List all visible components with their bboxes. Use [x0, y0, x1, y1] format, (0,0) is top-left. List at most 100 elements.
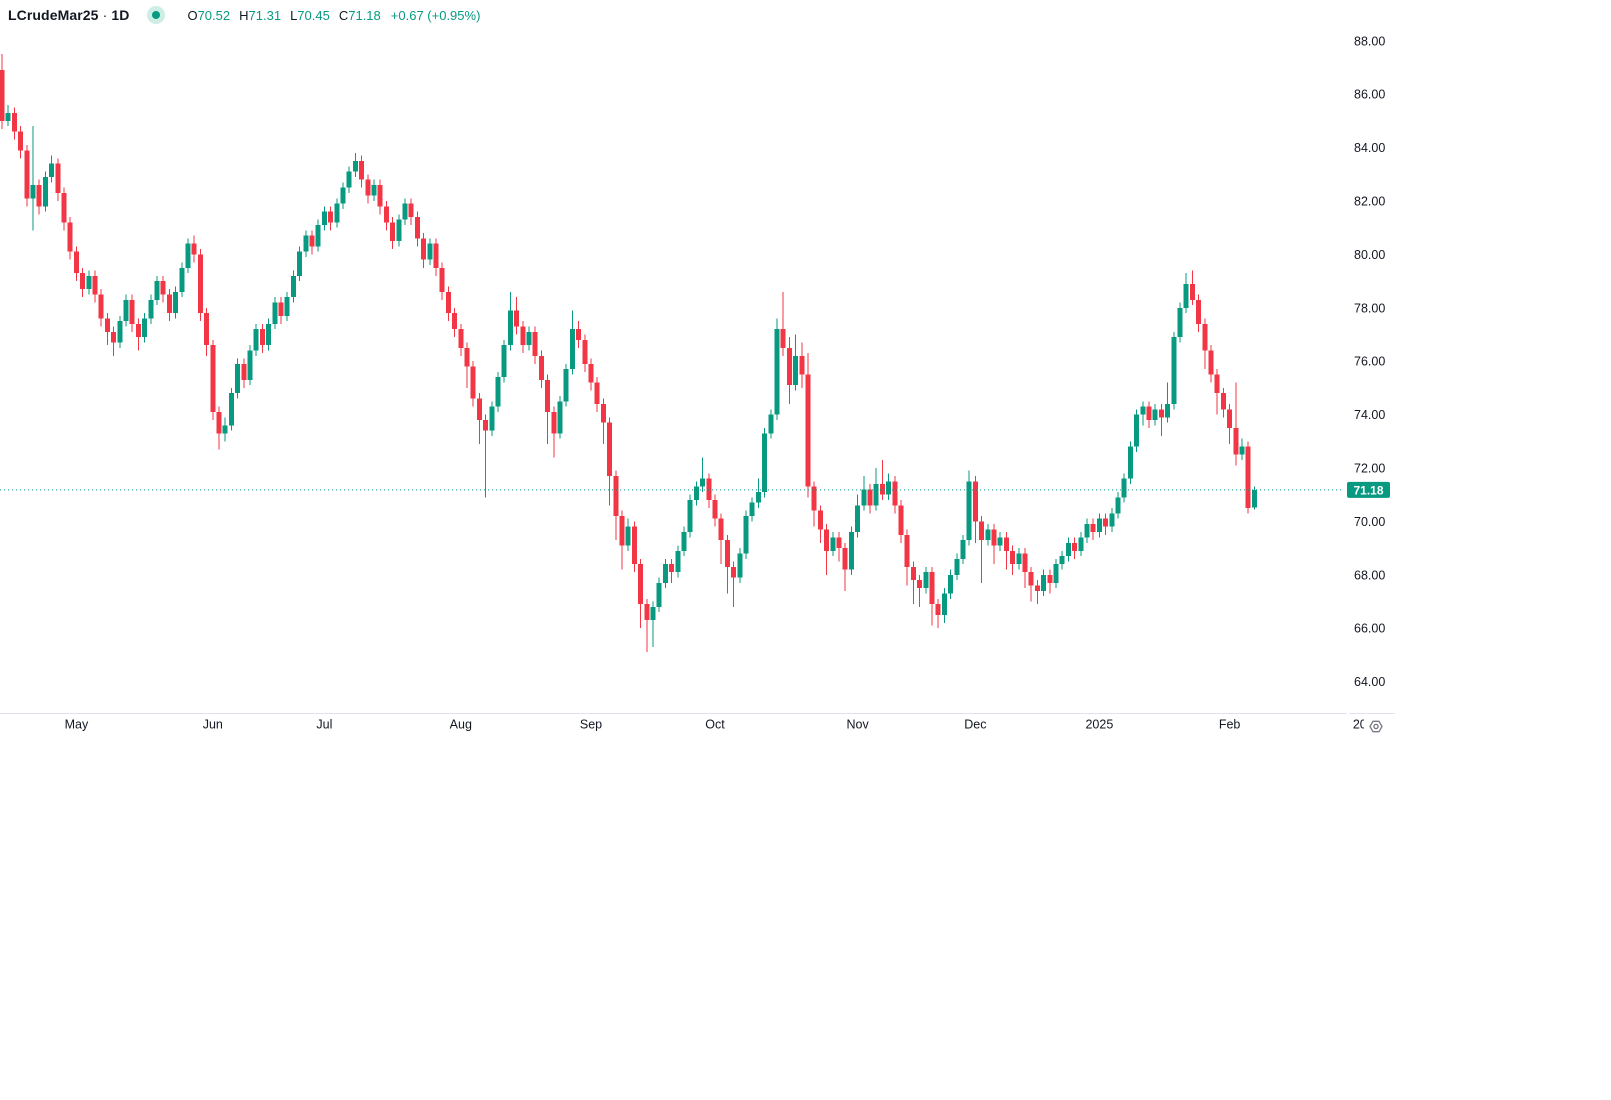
candle-body-up: [563, 369, 569, 402]
candle-body-down: [160, 281, 166, 295]
candle-body-down: [917, 580, 923, 589]
last-price-tag: 71.18: [1347, 481, 1390, 498]
candle-body-down: [731, 566, 737, 578]
symbol-title[interactable]: LCrudeMar25 · 1D: [8, 7, 129, 23]
candle-body-down: [613, 476, 619, 517]
time-axis-label: Jul: [316, 718, 332, 732]
low-value: 70.45: [297, 7, 330, 23]
time-axis-label: Nov: [846, 718, 869, 732]
time-axis[interactable]: May Jun Jul Aug Sep Oct Nov Dec 2025 Feb 20: [65, 718, 1367, 732]
candle-body-up: [1053, 564, 1059, 583]
candle-body-down: [594, 382, 600, 404]
price-axis[interactable]: 88.00 86.00 84.00 82.00 80.00 78.00 76.00 74.00…: [1354, 34, 1385, 689]
candle-body-up: [1177, 307, 1183, 338]
candles-layer[interactable]: [0, 54, 1257, 653]
price-axis-label: 74.00: [1354, 408, 1385, 422]
candle-body-up: [340, 187, 346, 204]
last-price-tag-bg: [1347, 481, 1390, 498]
candle-body-down: [390, 222, 396, 242]
candle-body-up: [662, 564, 668, 583]
price-axis-label: 76.00: [1354, 355, 1385, 369]
candle-body-down: [1090, 524, 1096, 533]
axis-settings-gear-icon[interactable]: [1369, 720, 1383, 733]
high-value: 71.31: [248, 7, 282, 23]
candle-body-up: [1065, 542, 1071, 557]
market-status-button[interactable]: [147, 6, 166, 24]
price-axis-label: 78.00: [1354, 301, 1385, 315]
candle-body-up: [625, 526, 631, 546]
candle-body-down: [718, 518, 724, 541]
candle-body-down: [799, 355, 805, 375]
candle-body-up: [1134, 414, 1140, 447]
candle-body-down: [1202, 323, 1208, 351]
candle-body-down: [104, 318, 110, 332]
candle-body-up: [501, 345, 507, 378]
candle-body-down: [904, 534, 910, 567]
price-axis-label: 88.00: [1354, 34, 1385, 48]
candle-body-down: [80, 273, 86, 290]
candle-body-up: [1115, 497, 1121, 514]
candle-body-up: [1041, 574, 1047, 591]
candle-body-up: [793, 355, 799, 386]
candle-body-up: [179, 267, 185, 292]
candle-body-down: [514, 310, 520, 327]
candle-body-up: [675, 550, 681, 573]
candle-body-up: [861, 489, 867, 506]
candle-body-down: [780, 329, 786, 348]
candle-body-down: [991, 529, 997, 546]
candle-body-up: [222, 425, 228, 434]
candle-body-up: [966, 481, 972, 541]
candle-body-up: [235, 363, 241, 394]
candle-body-down: [545, 379, 551, 412]
candle-body-up: [873, 484, 879, 506]
candle-body-up: [1084, 524, 1090, 538]
candle-body-up: [148, 299, 154, 319]
candle-body-up: [371, 184, 377, 196]
candle-body-up: [297, 251, 303, 276]
candle-body-down: [1208, 350, 1214, 375]
candle-body-up: [774, 329, 780, 415]
candle-body-up: [1109, 513, 1115, 527]
candle-body-up: [321, 211, 327, 226]
candle-body-up: [762, 433, 768, 493]
candle-body-up: [1251, 489, 1257, 508]
price-axis-label: 80.00: [1354, 248, 1385, 262]
candle-body-down: [805, 374, 811, 487]
candle-body-down: [867, 489, 873, 506]
candle-body-down: [1146, 406, 1152, 420]
candle-body-down: [61, 192, 67, 223]
candle-body-down: [458, 329, 464, 348]
price-chart[interactable]: 88.00 86.00 84.00 82.00 80.00 78.00 76.00 74.00…: [0, 0, 1400, 740]
candle-body-up: [1096, 518, 1102, 533]
candle-body-up: [142, 318, 148, 338]
time-axis-label: Feb: [1219, 718, 1241, 732]
time-axis-label: Oct: [705, 718, 725, 732]
candle-body-up: [1183, 283, 1189, 308]
candle-body-up: [495, 377, 501, 407]
candle-body-up: [30, 184, 36, 199]
change-value: +0.67 (+0.95%): [390, 7, 481, 23]
candle-body-down: [377, 184, 383, 207]
candle-body-down: [1158, 409, 1164, 418]
candle-body-down: [1245, 446, 1251, 508]
candle-body-up: [1140, 406, 1146, 415]
candle-body-down: [309, 235, 315, 247]
candle-body-down: [600, 403, 606, 423]
candle-body-up: [1152, 409, 1158, 420]
candle-body-up: [346, 171, 352, 188]
candle-body-down: [24, 150, 30, 199]
candle-body-down: [197, 254, 203, 314]
candle-body-down: [1072, 542, 1078, 551]
candle-body-up: [768, 414, 774, 434]
candle-body-down: [1233, 427, 1239, 455]
close-label: C: [338, 7, 349, 23]
candle-body-down: [210, 345, 216, 412]
market-open-dot-icon: [152, 11, 161, 19]
candle-body-up: [247, 350, 253, 380]
candle-body-up: [681, 532, 687, 551]
candle-body-down: [538, 355, 544, 380]
candle-body-down: [421, 238, 427, 260]
candle-body-down: [18, 131, 24, 151]
price-axis-label: 68.00: [1354, 568, 1385, 582]
